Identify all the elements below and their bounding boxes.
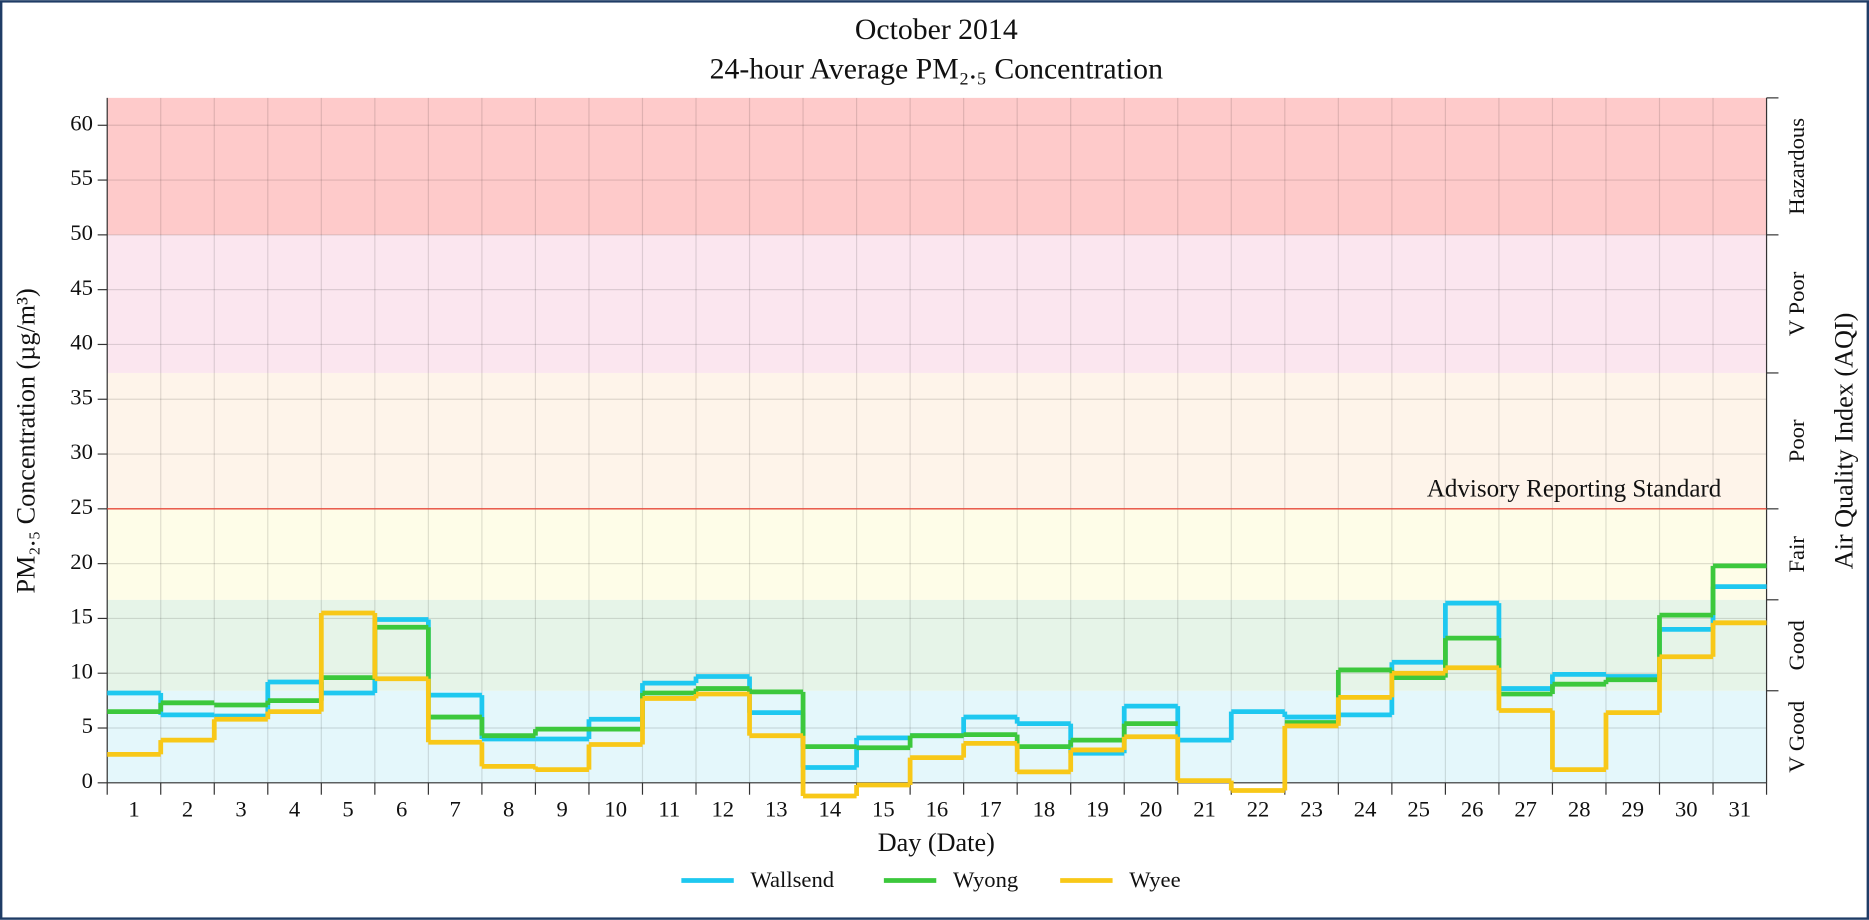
x-tick-label: 15 [872,797,895,822]
y-tick-label: 10 [70,658,93,683]
x-tick-label: 27 [1514,797,1537,822]
y-axis-label: PM₂.₅ Concentration (µg/m³) [12,288,41,593]
x-tick-label: 19 [1086,797,1109,822]
y-tick-label: 20 [70,549,93,574]
x-tick-label: 4 [289,797,300,822]
x-tick-label: 24 [1354,797,1377,822]
aqi-band-label: Good [1784,619,1809,670]
x-tick-label: 29 [1621,797,1644,822]
x-tick-label: 17 [979,797,1002,822]
x-tick-label: 30 [1675,797,1698,822]
x-tick-label: 12 [711,797,734,822]
aqi-band-label: Fair [1784,536,1809,573]
x-tick-label: 22 [1247,797,1270,822]
aqi-band-label: Hazardous [1784,118,1809,215]
x-tick-label: 21 [1193,797,1216,822]
legend-label: Wyong [953,867,1018,892]
x-tick-label: 23 [1300,797,1323,822]
y-tick-label: 35 [70,384,93,409]
x-tick-label: 28 [1568,797,1591,822]
y-tick-label: 15 [70,604,93,629]
x-tick-label: 8 [503,797,514,822]
aqi-band [107,97,1767,235]
x-tick-label: 14 [819,797,842,822]
aqi-band [107,599,1767,691]
y-tick-label: 25 [70,494,93,519]
x-tick-label: 9 [557,797,568,822]
aqi-band [107,508,1767,600]
aqi-band [107,372,1767,509]
y2-axis-label: Air Quality Index (AQI) [1829,313,1858,570]
y-tick-label: 40 [70,330,93,355]
x-tick-label: 31 [1728,797,1751,822]
y-tick-label: 60 [70,110,93,135]
y-tick-label: 45 [70,275,93,300]
y-tick-label: 30 [70,439,93,464]
x-tick-label: 18 [1033,797,1056,822]
y-tick-label: 0 [82,768,93,793]
x-tick-label: 16 [926,797,949,822]
y-tick-label: 50 [70,220,93,245]
x-tick-label: 7 [449,797,460,822]
x-tick-label: 6 [396,797,407,822]
x-tick-label: 1 [128,797,139,822]
y-tick-label: 55 [70,165,93,190]
x-tick-label: 26 [1461,797,1484,822]
legend-label: Wallsend [750,867,834,892]
x-tick-label: 2 [182,797,193,822]
aqi-band [107,234,1767,373]
x-tick-label: 25 [1407,797,1430,822]
chart-title: October 2014 [855,13,1018,46]
aqi-band-label: Poor [1784,419,1809,462]
x-tick-label: 5 [342,797,353,822]
aqi-band-label: V Good [1784,700,1809,773]
aqi-band-label: V Poor [1784,271,1809,336]
reference-label: Advisory Reporting Standard [1427,476,1722,503]
x-tick-label: 3 [235,797,246,822]
x-tick-label: 10 [604,797,627,822]
x-tick-label: 13 [765,797,788,822]
legend-label: Wyee [1129,867,1180,892]
y-tick-label: 5 [82,713,93,738]
x-tick-label: 11 [658,797,680,822]
x-axis-label: Day (Date) [878,828,995,857]
chart-subtitle: 24-hour Average PM₂.₅ Concentration [710,52,1163,85]
x-tick-label: 20 [1140,797,1163,822]
